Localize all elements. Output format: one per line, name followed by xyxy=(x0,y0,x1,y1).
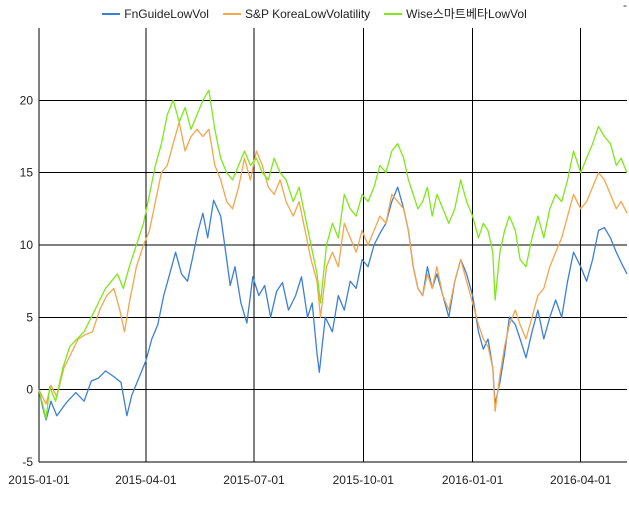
series-line-wise xyxy=(38,89,628,420)
legend-item-wise[interactable]: Wise스마트베타LowVol xyxy=(384,5,527,22)
legend-label-fnguide: FnGuideLowVol xyxy=(124,6,209,21)
y-tick-label: 0 xyxy=(26,383,33,397)
x-tick-label: 2015-01-01 xyxy=(8,473,70,487)
legend-swatch-wise xyxy=(384,12,403,15)
corner-mark: - xyxy=(623,0,627,12)
x-tick-label: 2016-01-01 xyxy=(442,473,504,487)
y-tick-label: 10 xyxy=(20,238,34,252)
x-tick-label: 2015-04-01 xyxy=(115,473,177,487)
y-tick-label: 15 xyxy=(20,166,34,180)
legend-label-wise: Wise스마트베타LowVol xyxy=(406,7,527,21)
legend-swatch-fnguide xyxy=(102,12,121,15)
legend-item-sp-korea[interactable]: S&P KoreaLowVolatility xyxy=(222,5,371,22)
legend-item-fnguide[interactable]: FnGuideLowVol xyxy=(102,5,209,22)
x-tick-label: 2015-07-01 xyxy=(223,473,285,487)
series-line-fnguide xyxy=(38,186,628,421)
y-tick-label: 5 xyxy=(26,310,33,324)
y-tick-label: 20 xyxy=(20,93,34,107)
x-tick-label: 2016-04-01 xyxy=(550,473,612,487)
legend: FnGuideLowVol S&P KoreaLowVolatility Wis… xyxy=(0,5,629,22)
series-line-sp-korea xyxy=(38,121,628,413)
y-tick-label: -5 xyxy=(22,455,33,469)
legend-swatch-sp-korea xyxy=(222,12,241,15)
legend-label-sp-korea: S&P KoreaLowVolatility xyxy=(244,6,371,21)
x-tick-label: 2015-10-01 xyxy=(333,473,395,487)
